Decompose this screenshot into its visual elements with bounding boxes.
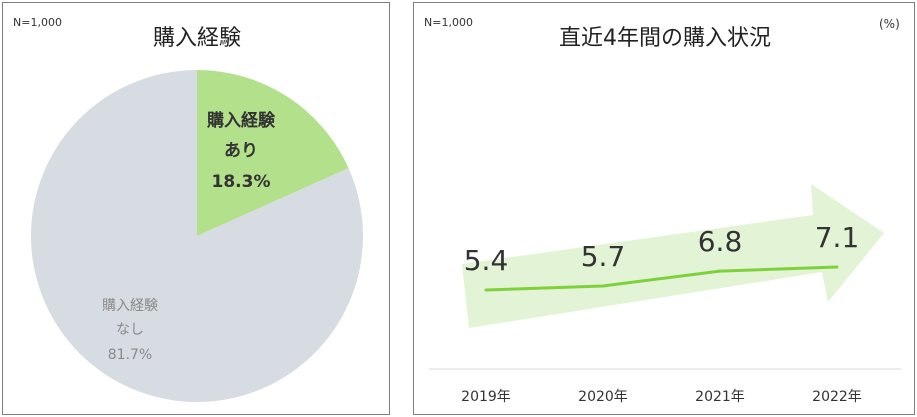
pie-slice-label-0-0: 購入経験 <box>207 110 276 131</box>
pie-chart-panel: N=1,000 購入経験 購入経験 あり 18.3% 購入経験 なし 81.7% <box>2 2 390 415</box>
line-chart-title: 直近4年間の購入状況 <box>559 26 771 51</box>
line-sample-size: N=1,000 <box>424 16 473 29</box>
line-chart-panel: N=1,000 直近4年間の購入状況 (%) 5.4 5.7 6.8 7.1 2019年… <box>413 2 915 415</box>
x-tick-label-1: 2020年 <box>578 389 628 405</box>
pie-slice-0 <box>197 70 349 236</box>
pie-slice-label-0-1: あり <box>224 141 258 161</box>
x-tick-label-0: 2019年 <box>461 389 511 405</box>
trend-arrow <box>462 184 884 328</box>
pie-slice-label-0-2: 18.3% <box>212 172 271 192</box>
pie-sample-size: N=1,000 <box>13 16 62 29</box>
data-label-3: 7.1 <box>815 221 860 254</box>
data-label-2: 6.8 <box>698 225 743 258</box>
pie-slice-label-1-1: なし <box>116 322 144 338</box>
pie-chart-title: 購入経験 <box>152 26 241 51</box>
pie-slice-label-1-0: 購入経験 <box>102 298 158 314</box>
line-chart-svg: 5.4 5.7 6.8 7.1 2019年 2020年 2021年 2022年 <box>429 184 901 405</box>
series-line <box>484 265 839 292</box>
pie-slice-label-1-2: 81.7% <box>108 347 152 363</box>
x-tick-label-3: 2022年 <box>812 389 862 405</box>
data-label-0: 5.4 <box>464 244 509 277</box>
unit-label: (%) <box>879 17 900 31</box>
x-tick-label-2: 2021年 <box>695 389 745 405</box>
pie-slice-1 <box>30 70 363 402</box>
data-label-1: 5.7 <box>581 240 626 273</box>
